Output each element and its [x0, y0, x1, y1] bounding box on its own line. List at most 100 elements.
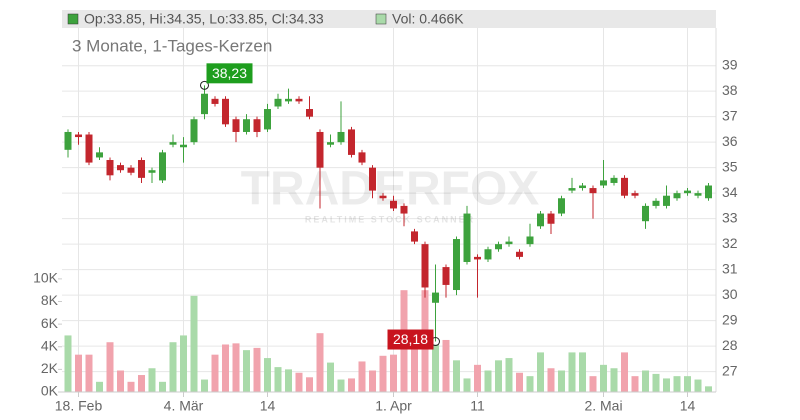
y2-tick-label: 6K [41, 315, 59, 331]
candle-body [495, 244, 502, 250]
volume-bar [96, 381, 103, 392]
header-volume: Vol: 0.466K [392, 11, 464, 27]
candle-body [442, 267, 450, 285]
candle-body [390, 200, 397, 209]
volume-bar [232, 343, 240, 392]
volume-bar [547, 368, 555, 392]
candle-body [684, 190, 691, 194]
y-tick-label: 38 [722, 82, 738, 98]
volume-bar [148, 368, 156, 392]
candle-body [505, 241, 513, 245]
volume-bar [85, 354, 93, 392]
volume-bar [484, 370, 492, 392]
candle-body [190, 119, 198, 143]
volume-swatch [375, 13, 387, 25]
grid [62, 28, 716, 392]
y-tick-label: 30 [722, 286, 738, 302]
volume-bar [705, 386, 712, 392]
volume-bar [663, 378, 670, 392]
volume-bar [369, 370, 376, 392]
volume-bar [526, 376, 534, 392]
volume-bar [348, 378, 355, 392]
candle-body [463, 213, 471, 262]
candle-body [117, 165, 124, 171]
volume-bar [169, 342, 177, 392]
y-tick-label: 35 [722, 158, 738, 174]
header-ohlc: Op:33.85, Hi:34.35, Lo:33.85, Cl:34.33 [84, 11, 324, 27]
volume-bar [75, 354, 82, 392]
volume-bar [358, 361, 366, 392]
y-tick-label: 31 [722, 260, 738, 276]
volume-bar [621, 352, 628, 392]
volume-bar [274, 367, 282, 392]
volume-bar [684, 376, 691, 392]
candle-body [432, 292, 439, 303]
candle-body [96, 152, 103, 158]
y2-tick-label: 2K [41, 360, 59, 376]
x-tick-label: 14 [680, 398, 696, 414]
candle-body [337, 131, 345, 143]
volume-bar [379, 355, 387, 392]
candle-body [379, 195, 387, 199]
y-tick-label: 39 [722, 56, 738, 72]
volume-bar [642, 370, 649, 392]
candle-body [600, 180, 607, 186]
volume-bar [673, 376, 681, 392]
y2-tick-label: 8K [41, 292, 59, 308]
annotation-label: 28,18 [393, 331, 428, 347]
candle-body [652, 200, 660, 206]
candle-body [169, 142, 177, 145]
volume-bar [117, 370, 124, 392]
y-tick-label: 36 [722, 133, 738, 149]
candle-body [159, 152, 166, 181]
volume-bar [495, 360, 502, 392]
volume-bar [243, 350, 250, 392]
candle-body [222, 98, 229, 125]
volume-bar [411, 329, 418, 392]
candle-body [295, 98, 303, 102]
y-tick-label: 28 [722, 337, 738, 353]
y2-tick-label: 10K [33, 270, 59, 286]
volume-bar [579, 352, 586, 392]
volume-bar [211, 354, 219, 392]
candle-body [327, 142, 334, 145]
annotation-box [387, 329, 434, 350]
candle-body [148, 170, 156, 173]
volume-bar [222, 344, 229, 392]
y-tick-label: 27 [722, 362, 738, 378]
volume-bar [106, 342, 114, 392]
volume-bar [537, 352, 544, 392]
candle-body [474, 256, 481, 260]
candle-body [285, 98, 292, 102]
volume-bar [253, 347, 261, 392]
candle-body [537, 213, 544, 227]
y-tick-label: 37 [722, 107, 738, 123]
candle-body [642, 205, 649, 222]
y-tick-label: 29 [722, 311, 738, 327]
candle-body [610, 177, 618, 183]
volume-bar [453, 360, 460, 392]
candle-body [568, 188, 576, 191]
volume-bar [285, 369, 292, 392]
volume-bar [306, 377, 313, 392]
volume-bar [474, 364, 481, 392]
candle-body [358, 152, 366, 163]
candle-body [316, 131, 324, 168]
volume-bar [600, 364, 607, 392]
candle-body [705, 185, 712, 199]
candle-body [421, 244, 429, 288]
candle-body [411, 231, 418, 242]
candle-body [673, 193, 681, 199]
annotation-marker [200, 80, 209, 90]
candle-body [663, 195, 670, 206]
volume-bar [610, 368, 618, 392]
volume-bar [295, 372, 303, 392]
candle-body [264, 109, 271, 130]
x-tick-label: 4. Mär [164, 398, 204, 414]
volume-bar [390, 354, 397, 392]
volume-bar [631, 376, 639, 392]
candle-body [64, 131, 72, 150]
header-bar [62, 10, 716, 28]
candle-body [579, 185, 586, 189]
